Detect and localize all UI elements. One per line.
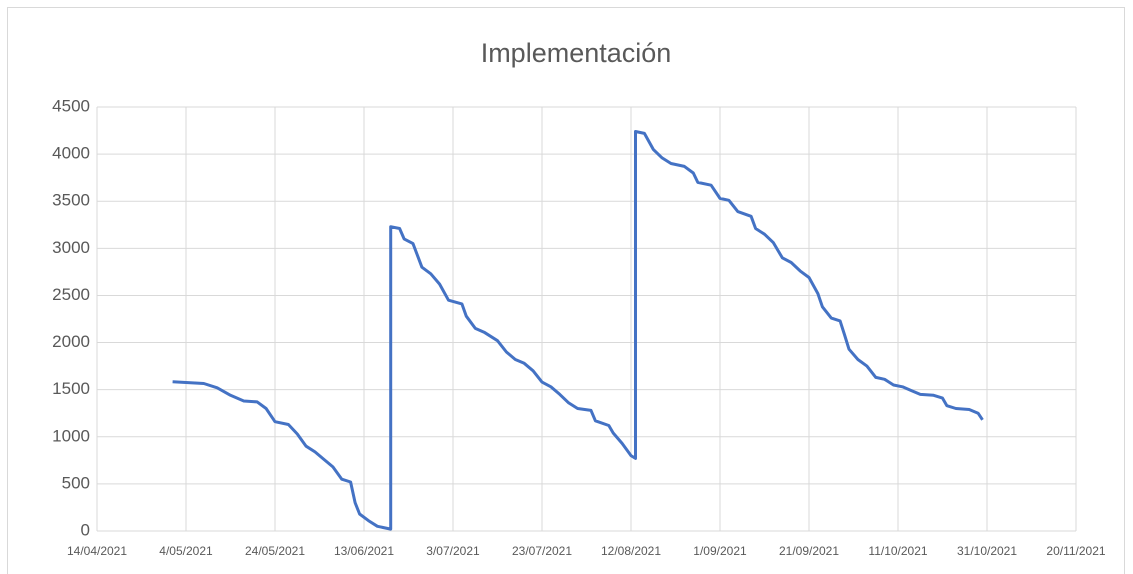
y-tick-label: 0 xyxy=(81,520,90,539)
x-tick-label: 3/07/2021 xyxy=(426,544,480,558)
x-tick-label: 14/04/2021 xyxy=(67,544,127,558)
x-tick-label: 21/09/2021 xyxy=(779,544,839,558)
x-tick-label: 23/07/2021 xyxy=(512,544,572,558)
y-tick-label: 2000 xyxy=(52,332,90,351)
y-tick-label: 1500 xyxy=(52,379,90,398)
y-tick-label: 3500 xyxy=(52,191,90,210)
x-tick-label: 1/09/2021 xyxy=(693,544,747,558)
data-line xyxy=(172,130,984,531)
x-tick-label: 13/06/2021 xyxy=(334,544,394,558)
chart-frame xyxy=(7,7,1125,574)
y-tick-label: 4500 xyxy=(52,96,90,115)
x-tick-label: 4/05/2021 xyxy=(159,544,213,558)
x-tick-label: 31/10/2021 xyxy=(957,544,1017,558)
x-tick-label: 11/10/2021 xyxy=(868,544,927,558)
y-tick-label: 500 xyxy=(62,473,90,492)
y-tick-label: 4000 xyxy=(52,144,90,163)
y-tick-label: 3000 xyxy=(52,238,90,257)
y-tick-label: 1000 xyxy=(52,426,90,445)
chart-title: Implementación xyxy=(481,38,672,68)
y-tick-label: 2500 xyxy=(52,285,90,304)
x-tick-label: 24/05/2021 xyxy=(245,544,305,558)
x-tick-label: 20/11/2021 xyxy=(1046,544,1105,558)
x-tick-label: 12/08/2021 xyxy=(601,544,661,558)
